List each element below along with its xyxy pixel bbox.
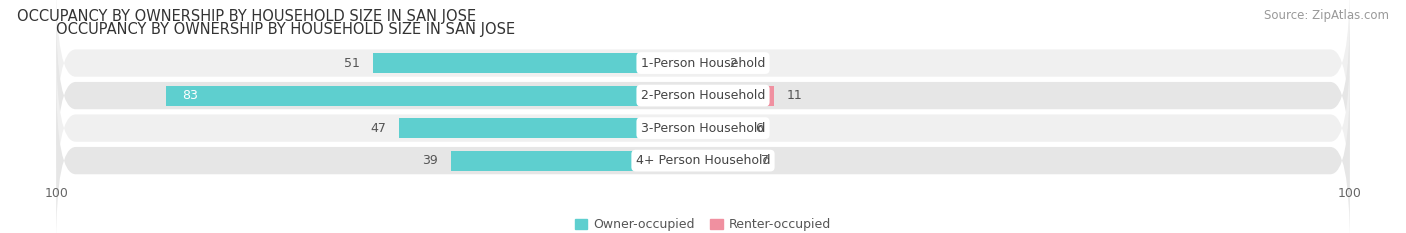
Text: 83: 83 xyxy=(183,89,198,102)
Text: 2-Person Household: 2-Person Household xyxy=(641,89,765,102)
Text: OCCUPANCY BY OWNERSHIP BY HOUSEHOLD SIZE IN SAN JOSE: OCCUPANCY BY OWNERSHIP BY HOUSEHOLD SIZE… xyxy=(17,9,477,24)
Text: 6: 6 xyxy=(755,122,762,135)
Text: 2: 2 xyxy=(728,57,737,70)
Text: 1-Person Household: 1-Person Household xyxy=(641,57,765,70)
Text: 7: 7 xyxy=(761,154,769,167)
Legend: Owner-occupied, Renter-occupied: Owner-occupied, Renter-occupied xyxy=(569,213,837,233)
Bar xyxy=(166,86,703,106)
Bar xyxy=(399,118,703,138)
Text: 47: 47 xyxy=(370,122,387,135)
Bar xyxy=(703,53,716,73)
FancyBboxPatch shape xyxy=(56,77,1350,233)
Text: 51: 51 xyxy=(344,57,360,70)
Bar xyxy=(703,86,775,106)
FancyBboxPatch shape xyxy=(56,44,1350,212)
Bar xyxy=(703,151,748,171)
Text: OCCUPANCY BY OWNERSHIP BY HOUSEHOLD SIZE IN SAN JOSE: OCCUPANCY BY OWNERSHIP BY HOUSEHOLD SIZE… xyxy=(56,22,516,37)
Bar xyxy=(373,53,703,73)
Text: 4+ Person Household: 4+ Person Household xyxy=(636,154,770,167)
Text: 39: 39 xyxy=(422,154,437,167)
Text: Source: ZipAtlas.com: Source: ZipAtlas.com xyxy=(1264,9,1389,22)
FancyBboxPatch shape xyxy=(56,0,1350,147)
FancyBboxPatch shape xyxy=(56,12,1350,179)
Bar xyxy=(451,151,703,171)
Bar xyxy=(703,118,742,138)
Text: 11: 11 xyxy=(787,89,803,102)
Text: 3-Person Household: 3-Person Household xyxy=(641,122,765,135)
